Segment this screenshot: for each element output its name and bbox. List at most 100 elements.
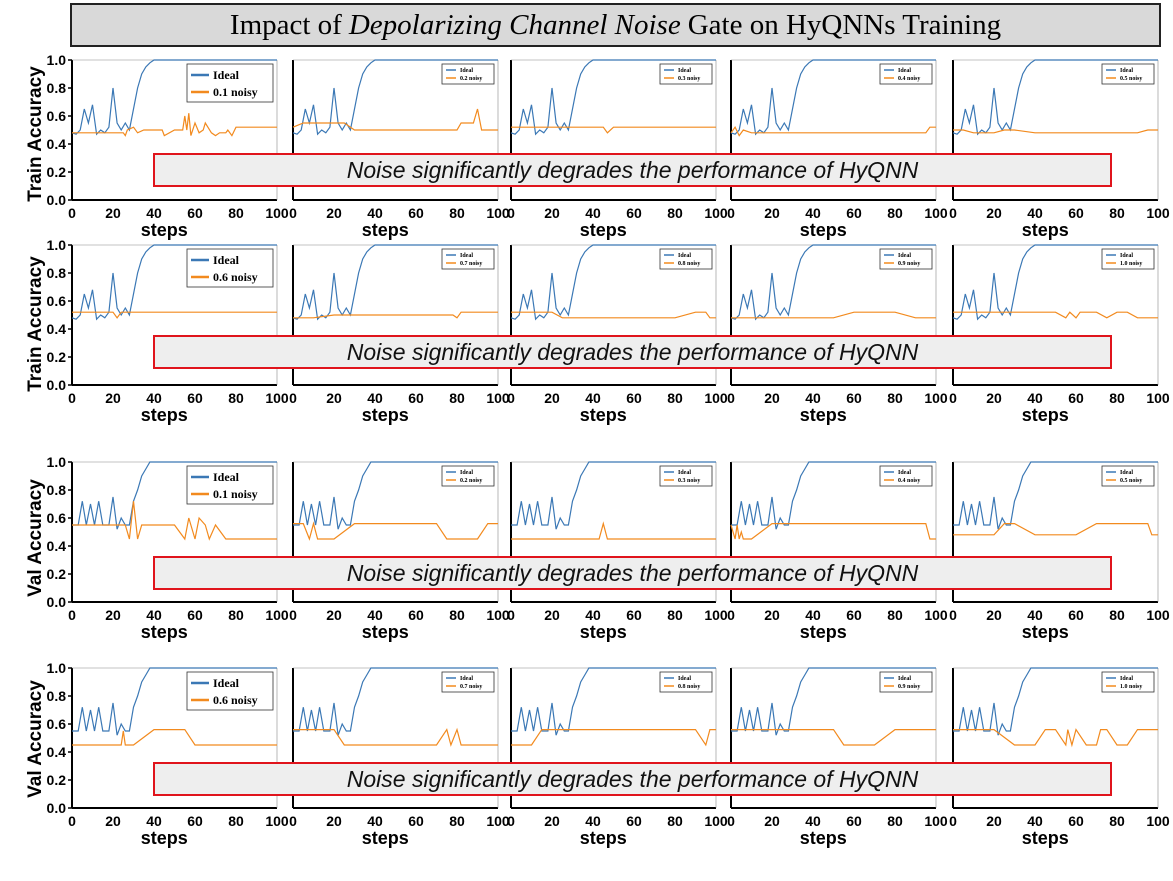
x-tick-label: 100 (704, 205, 728, 221)
legend-label: 0.3 noisy (678, 478, 700, 484)
y-tick-label: 0.2 (47, 566, 67, 582)
x-tick-label: 100 (924, 813, 948, 829)
x-tick-label: 80 (887, 813, 903, 829)
x-tick-label: 20 (544, 390, 560, 406)
legend-label: Ideal (460, 676, 473, 682)
x-tick-label: 60 (187, 607, 203, 623)
x-tick-label: 20 (544, 607, 560, 623)
noisy-line (731, 728, 936, 746)
x-tick-label: 0 (727, 813, 735, 829)
chart-panel-19: 0 20 40 60 80 100 steps Ideal 0.9 noisy (727, 667, 948, 848)
x-tick-label: 20 (326, 390, 342, 406)
legend-label: 0.2 noisy (460, 478, 482, 484)
x-tick-label: 40 (146, 205, 162, 221)
noisy-line (293, 521, 498, 541)
ideal-line (730, 59, 936, 136)
ideal-line (293, 461, 498, 530)
chart-panel-12: 0 20 40 60 80 100 steps Ideal 0.2 noisy (289, 461, 510, 642)
noisy-line (72, 311, 277, 319)
x-axis-label: steps (580, 828, 627, 848)
chart-panel-7: 0 20 40 60 80 100 steps Ideal 0.7 noisy (289, 244, 510, 425)
ideal-line (511, 461, 716, 530)
y-tick-label: 0.8 (47, 482, 67, 498)
x-tick-label: 20 (326, 607, 342, 623)
x-axis-label: steps (362, 220, 409, 240)
x-tick-label: 80 (887, 607, 903, 623)
chart-panel-11: 0.0 0.2 0.4 0.6 0.8 1.0 0 20 40 60 80 100 steps Ideal… (47, 454, 289, 642)
legend-box (441, 248, 495, 270)
x-tick-label: 40 (1027, 607, 1043, 623)
legend-label: Ideal (898, 470, 911, 476)
chart-panel-10: 0 20 40 60 80 100 steps Ideal 1.0 noisy (949, 244, 1170, 425)
x-axis-label: steps (580, 405, 627, 425)
x-axis-label: steps (1022, 220, 1069, 240)
x-tick-label: 60 (1068, 813, 1084, 829)
legend-label: 0.5 noisy (1120, 478, 1142, 484)
x-tick-label: 0 (949, 205, 957, 221)
y-tick-label: 0.8 (47, 80, 67, 96)
x-axis-label: steps (1022, 828, 1069, 848)
legend-box (879, 465, 933, 487)
x-tick-label: 0 (289, 390, 297, 406)
chart-panel-13: 0 20 40 60 80 100 steps Ideal 0.3 noisy (507, 461, 728, 642)
ideal-line (71, 59, 277, 136)
y-tick-label: 0.2 (47, 164, 67, 180)
x-tick-label: 20 (986, 390, 1002, 406)
chart-panel-20: 0 20 40 60 80 100 steps Ideal 1.0 noisy (949, 667, 1170, 848)
title-prefix: Impact of (229, 8, 342, 41)
x-tick-label: 100 (924, 607, 948, 623)
x-tick-label: 40 (146, 607, 162, 623)
legend-label: Ideal (678, 676, 691, 682)
ideal-line (731, 461, 936, 530)
legend-box (659, 248, 713, 270)
x-tick-label: 100 (486, 813, 510, 829)
x-axis-label: steps (800, 828, 847, 848)
legend-label: 0.6 noisy (213, 270, 258, 284)
legend-box (1101, 465, 1155, 487)
chart-panel-2: 0 20 40 60 80 100 steps Ideal 0.2 noisy (289, 59, 510, 240)
y-tick-label: 0.4 (47, 744, 67, 760)
x-tick-label: 40 (585, 813, 601, 829)
x-tick-label: 20 (326, 813, 342, 829)
x-tick-label: 0 (507, 205, 515, 221)
legend-box (879, 248, 933, 270)
y-tick-label: 0.0 (47, 192, 67, 208)
x-axis-label: steps (141, 405, 188, 425)
legend-box (441, 63, 495, 85)
y-tick-label: 0.6 (47, 716, 67, 732)
ideal-line (72, 667, 277, 736)
x-tick-label: 100 (704, 813, 728, 829)
legend-label: Ideal (898, 253, 911, 259)
legend-label: Ideal (460, 253, 473, 259)
x-tick-label: 80 (228, 607, 244, 623)
x-tick-label: 40 (146, 813, 162, 829)
legend-label: 0.1 noisy (213, 85, 258, 99)
x-tick-label: 20 (544, 205, 560, 221)
legend-label: Ideal (460, 470, 473, 476)
x-tick-label: 0 (727, 390, 735, 406)
ideal-line (730, 244, 936, 321)
x-axis-label: steps (362, 828, 409, 848)
x-tick-label: 80 (1109, 813, 1125, 829)
y-tick-label: 0.2 (47, 349, 67, 365)
x-tick-label: 100 (265, 205, 289, 221)
y-tick-label: 0.0 (47, 377, 67, 393)
legend-label: 0.5 noisy (1120, 76, 1142, 82)
noisy-line (953, 522, 1158, 536)
legend-box (1101, 248, 1155, 270)
noisy-line (72, 501, 277, 541)
ideal-line (953, 461, 1158, 530)
legend-label: 0.8 noisy (678, 684, 700, 690)
x-tick-label: 100 (704, 607, 728, 623)
x-tick-label: 80 (667, 607, 683, 623)
noisy-line (292, 108, 498, 131)
x-tick-label: 80 (449, 390, 465, 406)
legend-label: Ideal (1120, 470, 1133, 476)
x-axis-label: steps (800, 220, 847, 240)
x-tick-label: 0 (727, 205, 735, 221)
x-tick-label: 100 (704, 390, 728, 406)
x-tick-label: 20 (544, 813, 560, 829)
legend-label: Ideal (678, 470, 691, 476)
x-axis-label: steps (141, 220, 188, 240)
